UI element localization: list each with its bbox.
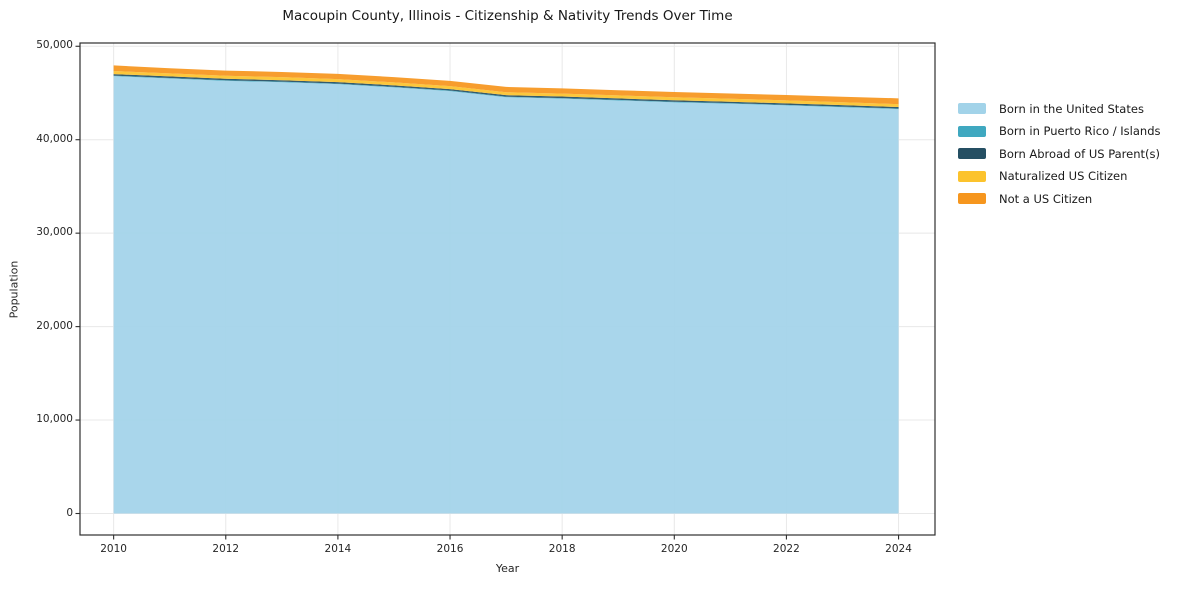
x-tick-label: 2014 [324,543,352,555]
legend-label: Not a US Citizen [999,191,1093,206]
legend-swatch-icon [958,170,986,182]
chart-legend: Born in the United States Born in Puerto … [958,101,1161,214]
x-tick-label: 2024 [885,543,912,555]
x-axis-label: Year [495,562,520,575]
axes-frame [79,42,936,536]
x-tick-label: 2012 [212,543,240,555]
area-series-2 [113,74,899,109]
y-tick-label: 10,000 [36,413,73,426]
legend-swatch-icon [958,148,986,159]
area-series-1 [113,75,899,110]
legend-item: Born Abroad of US Parent(s) [958,146,1161,161]
x-tick-label: 2022 [773,543,800,555]
legend-label: Born in the United States [999,101,1144,116]
y-tick-label: 50,000 [36,39,73,52]
area-series-4 [113,65,899,105]
chart-title: Macoupin County, Illinois - Citizenship … [282,8,733,24]
y-tick-label: 20,000 [36,319,73,332]
y-tick-label: 0 [66,506,73,519]
legend-swatch-icon [958,125,986,137]
legend-swatch-icon [958,103,986,114]
legend-item: Born in Puerto Rico / Islands [958,124,1161,139]
x-tick-label: 2018 [548,543,576,555]
legend-item: Naturalized US Citizen [958,169,1161,184]
legend-label: Born in Puerto Rico / Islands [999,124,1161,138]
legend-label: Born Abroad of US Parent(s) [999,146,1160,161]
area-series-3 [113,71,899,108]
legend-label: Naturalized US Citizen [999,169,1128,183]
x-tick-label: 2020 [660,543,688,555]
legend-item: Not a US Citizen [958,191,1161,206]
area-series-0 [113,76,899,514]
legend-item: Born in the United States [958,101,1161,116]
x-tick-label: 2016 [436,543,464,555]
y-tick-label: 40,000 [36,132,73,145]
x-tick-label: 2010 [100,543,127,555]
y-tick-label: 30,000 [36,226,73,239]
legend-swatch-icon [958,193,986,204]
